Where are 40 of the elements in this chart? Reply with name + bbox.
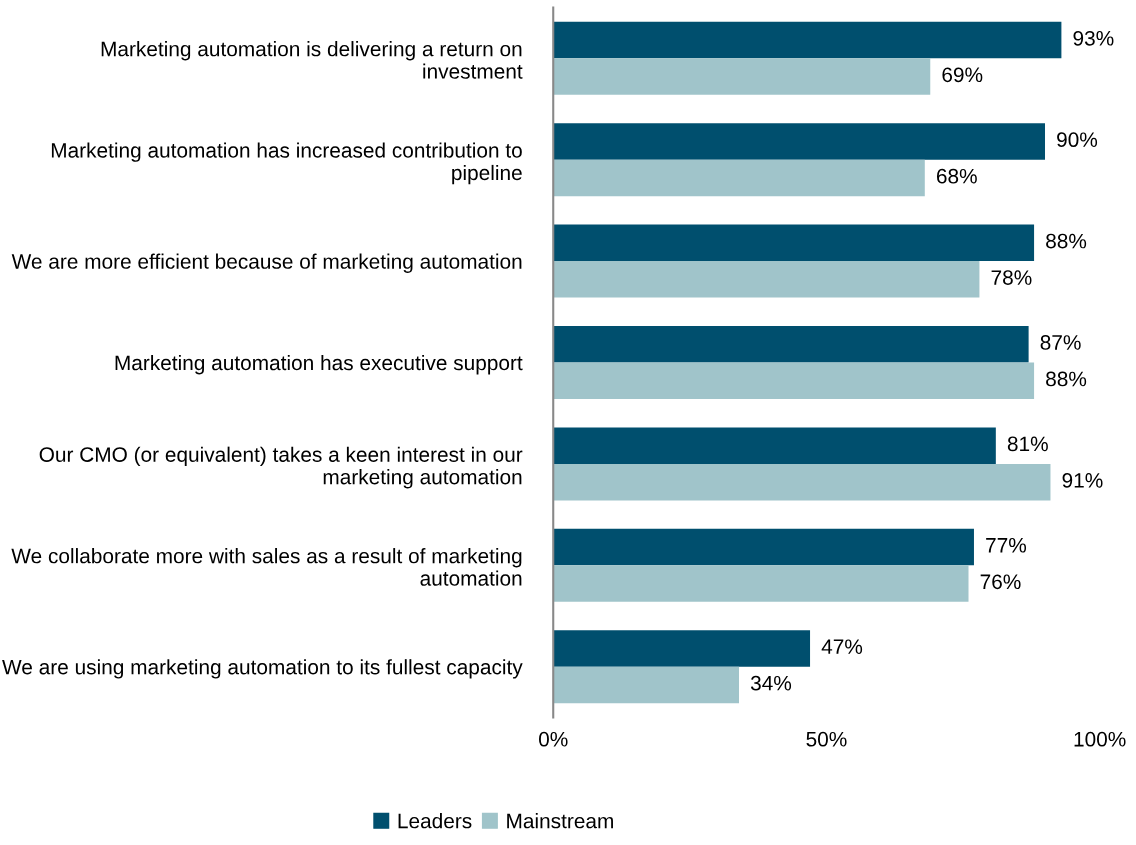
y-tick-label: We are more efficient because of marketing automation xyxy=(11,253,522,273)
y-tick-label: Marketing automation is delivering a return on investment xyxy=(101,41,523,79)
data-label: 87% xyxy=(1040,335,1081,350)
x-tick-label: 0% xyxy=(538,731,568,747)
x-tick-label: 50% xyxy=(806,731,847,747)
data-label: 93% xyxy=(1073,30,1114,46)
bar xyxy=(553,21,1062,59)
data-label: 88% xyxy=(1046,233,1087,249)
x-tick-label: 100% xyxy=(1074,731,1126,747)
data-label: 69% xyxy=(942,67,983,83)
bar xyxy=(553,427,996,464)
bar xyxy=(553,565,969,602)
y-tick-label: We are using marketing automation to its fullest capacity xyxy=(2,659,523,679)
legend-label: Mainstream xyxy=(507,813,613,829)
bar xyxy=(553,123,1046,160)
bar xyxy=(553,362,1035,400)
bar xyxy=(553,463,1051,501)
data-label: 68% xyxy=(936,168,977,184)
bar xyxy=(553,528,974,566)
data-label: 90% xyxy=(1057,132,1098,148)
bar xyxy=(553,261,980,298)
bar xyxy=(553,224,1035,262)
bar xyxy=(553,666,740,704)
bar xyxy=(553,326,1029,363)
y-tick-label: Marketing automation has increased contribution to pipeline xyxy=(51,142,522,185)
data-label: 81% xyxy=(1007,436,1048,452)
bar xyxy=(553,159,925,197)
data-label: 34% xyxy=(750,675,792,691)
data-label: 76% xyxy=(980,574,1021,590)
y-tick-label: Marketing automation has executive support xyxy=(115,354,523,375)
legend-label: Leaders xyxy=(398,813,472,829)
bar xyxy=(553,58,931,95)
y-tick-label: Our CMO (or equivalent) takes a keen interest in our marketing automation xyxy=(39,446,523,489)
data-label: 78% xyxy=(991,270,1032,285)
data-label: 91% xyxy=(1062,473,1103,488)
bar xyxy=(553,630,811,667)
data-label: 88% xyxy=(1046,371,1087,387)
data-label: 77% xyxy=(986,537,1027,553)
y-tick-label: We collaborate more with sales as a result of marketing automation xyxy=(11,548,522,586)
data-label: 47% xyxy=(821,639,863,654)
